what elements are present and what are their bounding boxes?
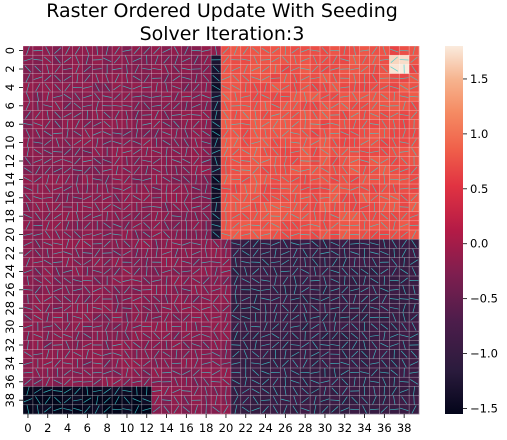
chart-title-line-1: Raster Ordered Update With Seeding xyxy=(46,0,398,22)
y-tick-label: 8 xyxy=(3,121,17,128)
y-tick-label: 32 xyxy=(3,338,17,353)
flow-arrow xyxy=(251,326,260,327)
chart-title-line-2: Solver Iteration:3 xyxy=(140,23,305,45)
colorbar-tick-label: 1.5 xyxy=(470,72,488,86)
x-tick-label: 24 xyxy=(258,421,273,435)
y-tick-label: 10 xyxy=(3,135,17,150)
y-tick-label: 14 xyxy=(3,172,17,187)
y-tick-label: 36 xyxy=(3,374,17,389)
flow-arrow xyxy=(364,322,365,331)
y-tick-label: 18 xyxy=(3,209,17,224)
x-tick-label: 0 xyxy=(24,421,31,435)
x-tick-label: 38 xyxy=(397,421,412,435)
colorbar-tick-label: −1.5 xyxy=(470,402,498,416)
colorbar-ticks: −1.5 −1.0 −0.5 0.0 0.5 1.0 1.5 xyxy=(463,72,498,416)
x-tick-label: 32 xyxy=(337,421,352,435)
colorbar-tick-label: −0.5 xyxy=(470,292,498,306)
flow-arrow xyxy=(400,207,409,208)
arrow-overlay xyxy=(23,46,419,414)
y-tick-label: 28 xyxy=(3,301,17,316)
colorbar-tick-label: −1.0 xyxy=(470,347,498,361)
colorbar-tick-label: 1.0 xyxy=(470,127,488,141)
y-tick-label: 34 xyxy=(3,356,17,371)
x-tick-label: 30 xyxy=(318,421,333,435)
colorbar-tick-label: 0.0 xyxy=(470,237,488,251)
colorbar-tick-label: 0.5 xyxy=(470,182,488,196)
x-tick-label: 4 xyxy=(64,421,71,435)
y-tick-label: 6 xyxy=(3,102,17,109)
x-tick-label: 8 xyxy=(103,421,110,435)
x-tick-label: 22 xyxy=(238,421,253,435)
x-tick-label: 10 xyxy=(120,421,135,435)
x-tick-label: 2 xyxy=(44,421,51,435)
x-tick-label: 16 xyxy=(179,421,194,435)
x-tick-label: 26 xyxy=(278,421,293,435)
x-tick-label: 12 xyxy=(139,421,154,435)
flow-arrow xyxy=(340,69,349,70)
y-tick-label: 0 xyxy=(3,47,17,54)
y-tick-label: 2 xyxy=(3,65,17,72)
y-tick-label: 26 xyxy=(3,282,17,297)
colorbar xyxy=(445,46,463,414)
x-tick-label: 28 xyxy=(298,421,313,435)
y-tick-label: 24 xyxy=(3,264,17,279)
y-tick-label: 30 xyxy=(3,319,17,334)
flow-arrow xyxy=(384,387,385,396)
y-tick-label: 20 xyxy=(3,227,17,242)
x-tick-label: 18 xyxy=(199,421,214,435)
y-tick-label: 38 xyxy=(3,393,17,408)
x-tick-label: 6 xyxy=(84,421,91,435)
x-tick-label: 14 xyxy=(159,421,174,435)
y-tick-label: 22 xyxy=(3,246,17,261)
y-axis-ticks: 02468101214161820222426283032343638 xyxy=(3,47,23,408)
y-tick-label: 12 xyxy=(3,154,17,169)
x-axis-ticks: 0 2 4 6 8 10 12 14 16 18 20 22 24 26 28 30 32 34 36 38 xyxy=(24,414,411,435)
x-tick-label: 34 xyxy=(357,421,372,435)
y-tick-label: 4 xyxy=(3,84,17,91)
y-tick-label: 16 xyxy=(3,190,17,205)
x-tick-label: 36 xyxy=(377,421,392,435)
x-tick-label: 20 xyxy=(219,421,234,435)
